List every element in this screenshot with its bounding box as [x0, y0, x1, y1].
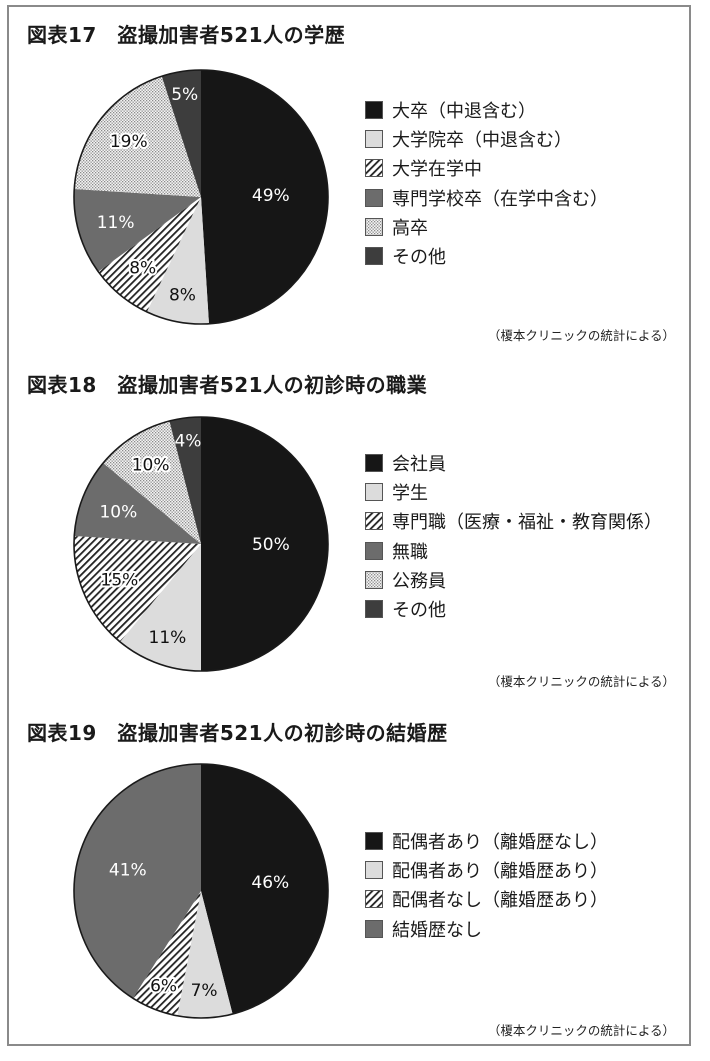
legend-swatch-icon [365, 831, 383, 850]
legend-swatch-icon [365, 188, 383, 207]
slice-label: 6% [150, 976, 177, 996]
figure-title: 図表18 盗撮加害者521人の初診時の職業 [27, 373, 428, 397]
legend-swatch-icon [365, 217, 383, 236]
legend-label: その他 [392, 247, 446, 269]
slice-label: 11% [149, 628, 187, 648]
pie-chart: 49%8%8%8%11%19%19%5% [73, 69, 329, 325]
legend-swatch-icon [365, 129, 383, 148]
source-note: （榎本クリニックの統計による） [487, 1023, 675, 1038]
slice-label: 11% [97, 213, 135, 233]
legend-item: 会社員 [365, 448, 662, 477]
slice-label: 41% [109, 861, 147, 881]
legend-item: 専門職（医療・福祉・教育関係） [365, 507, 662, 536]
legend-item: 学生 [365, 477, 662, 506]
legend-item: 大卒（中退含む） [365, 95, 608, 124]
legend-item: 無職 [365, 536, 662, 565]
legend-item: 配偶者あり（離婚歴あり） [365, 855, 608, 884]
figure-frame: 図表17 盗撮加害者521人の学歴 49% 8% 8% 8% 11% 19% 19% 5% 大… [7, 5, 691, 1046]
slice-label: 4% [174, 432, 201, 452]
legend-swatch-icon [365, 159, 383, 178]
figure-title: 図表19 盗撮加害者521人の初診時の結婚歴 [27, 721, 448, 745]
pie-slice [201, 417, 328, 671]
pie-slice [132, 891, 201, 1016]
legend-item: 公務員 [365, 565, 662, 594]
legend-item: 大学院卒（中退含む） [365, 124, 608, 153]
chart-legend: 配偶者あり（離婚歴なし） 配偶者あり（離婚歴あり） 配偶者なし（離婚歴あり） 結婚歴な… [365, 826, 608, 943]
svg-text:6%: 6% [150, 976, 177, 996]
legend-item: 配偶者あり（離婚歴なし） [365, 826, 608, 855]
legend-label: 専門学校卒（在学中含む） [392, 188, 608, 210]
legend-label: 大学院卒（中退含む） [392, 129, 572, 151]
legend-label: 公務員 [392, 570, 446, 592]
legend-swatch-icon [365, 919, 383, 938]
slice-label: 15% [101, 570, 139, 590]
pie-slice [98, 197, 201, 312]
pie-slice [103, 420, 201, 544]
slice-label: 10% [99, 502, 137, 522]
source-note: （榎本クリニックの統計による） [487, 674, 675, 689]
legend-label: その他 [392, 600, 446, 622]
pie-slice [201, 70, 328, 324]
legend-item: 大学在学中 [365, 154, 608, 183]
pie-slice [74, 764, 201, 999]
legend-swatch-icon [365, 890, 383, 909]
chart-legend: 大卒（中退含む） 大学院卒（中退含む） 大学在学中専門学校卒（在学中含む） 高卒その他 [365, 95, 608, 271]
pie-chart: 50%11%15%15%10%10%10%4% [73, 416, 329, 672]
slice-label: 8% [129, 258, 156, 278]
legend-swatch-icon [365, 860, 383, 879]
legend-label: 大卒（中退含む） [392, 100, 536, 122]
legend-label: 配偶者あり（離婚歴あり） [392, 860, 608, 882]
pie-slice [146, 197, 209, 324]
legend-swatch-icon [365, 453, 383, 472]
legend-swatch-icon [365, 600, 383, 619]
legend-item: 専門学校卒（在学中含む） [365, 183, 608, 212]
legend-swatch-icon [365, 570, 383, 589]
legend-label: 会社員 [392, 453, 446, 475]
legend-label: 配偶者なし（離婚歴あり） [392, 890, 608, 912]
legend-label: 大学在学中 [392, 159, 482, 181]
legend-swatch-icon [365, 100, 383, 119]
legend-label: 配偶者あり（離婚歴なし） [392, 831, 608, 853]
legend-label: 専門職（医療・福祉・教育関係） [392, 512, 662, 534]
slice-label: 49% [252, 186, 290, 206]
slice-label: 46% [251, 873, 289, 893]
legend-label: 高卒 [392, 217, 428, 239]
legend-swatch-icon [365, 482, 383, 501]
legend-item: その他 [365, 241, 608, 270]
legend-swatch-icon [365, 512, 383, 531]
svg-text:19%: 19% [110, 132, 148, 152]
slice-label: 5% [171, 85, 198, 105]
pie-slice [120, 544, 201, 671]
pie-slice [201, 764, 328, 1015]
legend-label: 結婚歴なし [392, 919, 482, 941]
pie-slice [74, 463, 201, 544]
svg-text:8%: 8% [129, 258, 156, 278]
svg-text:15%: 15% [101, 570, 139, 590]
legend-item: 配偶者なし（離婚歴あり） [365, 885, 608, 914]
chart-legend: 会社員学生専門職（医療・福祉・教育関係） 無職公務員その他 [365, 448, 662, 624]
source-note: （榎本クリニックの統計による） [487, 328, 675, 343]
slice-label: 7% [191, 981, 218, 1001]
pie-slice [74, 189, 201, 272]
legend-label: 学生 [392, 482, 428, 504]
svg-text:10%: 10% [132, 456, 170, 476]
pie-slice [74, 536, 201, 642]
pie-slice [74, 76, 201, 197]
slice-label: 8% [169, 285, 196, 305]
legend-swatch-icon [365, 541, 383, 560]
legend-label: 無職 [392, 541, 428, 563]
slice-label: 50% [252, 535, 290, 555]
legend-item: 高卒 [365, 212, 608, 241]
legend-swatch-icon [365, 247, 383, 266]
slice-label: 19% [110, 132, 148, 152]
pie-slice [177, 891, 233, 1018]
pie-slice [169, 417, 201, 544]
slice-label: 10% [132, 456, 170, 476]
legend-item: その他 [365, 594, 662, 623]
pie-slice [161, 70, 201, 197]
legend-item: 結婚歴なし [365, 914, 608, 943]
figure-title: 図表17 盗撮加害者521人の学歴 [27, 23, 346, 47]
pie-chart: 46%7%6%6%41% [73, 763, 329, 1019]
